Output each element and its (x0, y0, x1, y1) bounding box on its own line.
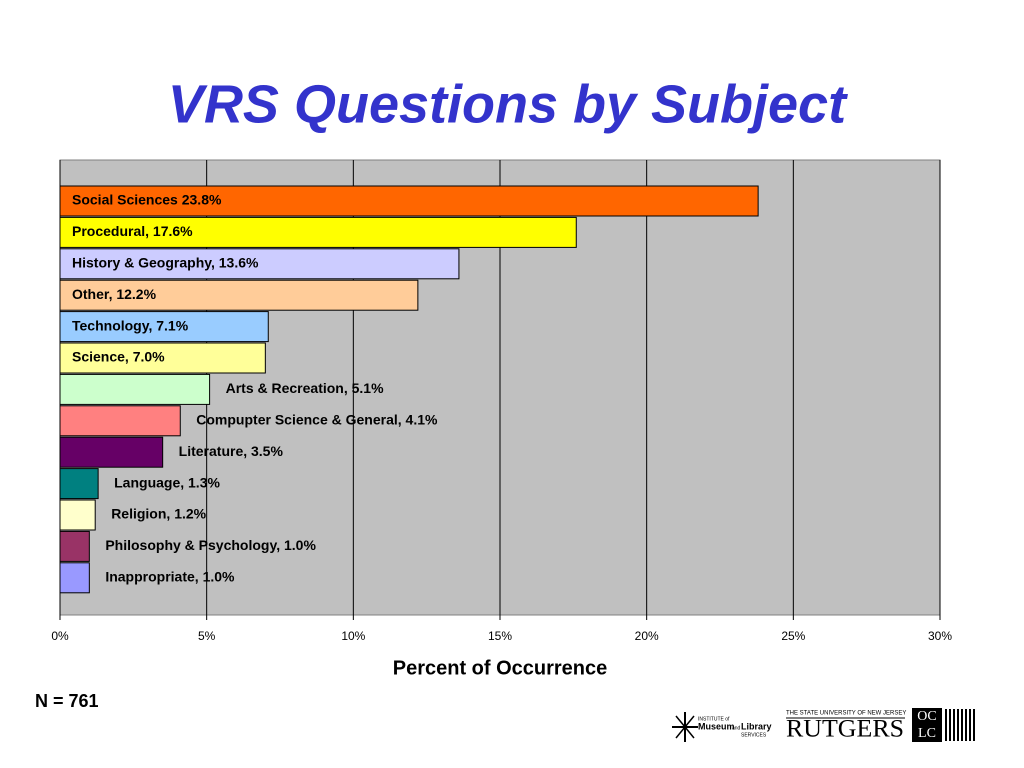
x-axis-title: Percent of Occurrence (393, 657, 608, 679)
value-label: Religion, 1.2% (111, 506, 206, 522)
bar (59, 436, 164, 468)
value-label: Social Sciences 23.8% (72, 192, 222, 208)
oclc-logo: OC LC (912, 708, 975, 742)
rutgers-logo: THE STATE UNIVERSITY OF NEW JERSEY RUTGE… (786, 711, 906, 743)
bar (59, 311, 269, 343)
bar (59, 530, 90, 562)
value-label: Compupter Science & General, 4.1% (196, 412, 438, 428)
bar (59, 248, 460, 280)
bar (59, 185, 759, 217)
bar (59, 468, 99, 500)
value-label: Procedural, 17.6% (72, 223, 193, 239)
logo-text: and (732, 725, 741, 731)
bar (59, 499, 96, 531)
value-label: Literature, 3.5% (179, 443, 284, 459)
x-tick-label: 30% (928, 629, 952, 643)
value-label: Science, 7.0% (72, 349, 165, 365)
logo-text: THE STATE UNIVERSITY OF NEW JERSEY (786, 711, 906, 717)
x-tick-label: 0% (51, 629, 69, 643)
logo-text: Museum (698, 721, 735, 731)
logo-text: OC (917, 709, 936, 724)
x-tick-label: 20% (635, 629, 659, 643)
value-label: History & Geography, 13.6% (72, 255, 259, 271)
value-label: Inappropriate, 1.0% (105, 569, 235, 585)
bar (59, 279, 419, 311)
x-tick-label: 25% (781, 629, 805, 643)
imls-logo: INSTITUTE of Museum and Library SERVICES (672, 712, 772, 742)
logo-text: LC (918, 726, 936, 741)
logo-mark (675, 715, 695, 739)
bar (59, 405, 181, 437)
bar (59, 373, 211, 405)
bar (59, 342, 266, 374)
x-tick-label: 5% (198, 629, 216, 643)
chart-title: VRS Questions by Subject (168, 74, 848, 134)
logo-text: RUTGERS (786, 716, 904, 743)
bar (59, 216, 577, 248)
logo-text: SERVICES (741, 732, 767, 738)
logo-text: INSTITUTE of (698, 716, 730, 722)
x-tick-label: 15% (488, 629, 512, 643)
value-label: Other, 12.2% (72, 286, 157, 302)
bar (59, 562, 90, 594)
value-label: Philosophy & Psychology, 1.0% (105, 537, 316, 553)
x-tick-label: 10% (341, 629, 365, 643)
value-label: Arts & Recreation, 5.1% (226, 380, 384, 396)
value-label: Language, 1.3% (114, 474, 220, 490)
value-label: Technology, 7.1% (72, 317, 189, 333)
logo-bars (945, 709, 975, 741)
logo-box (912, 708, 942, 742)
note: N = 761 (35, 691, 99, 711)
logo-text: Library (741, 721, 772, 731)
